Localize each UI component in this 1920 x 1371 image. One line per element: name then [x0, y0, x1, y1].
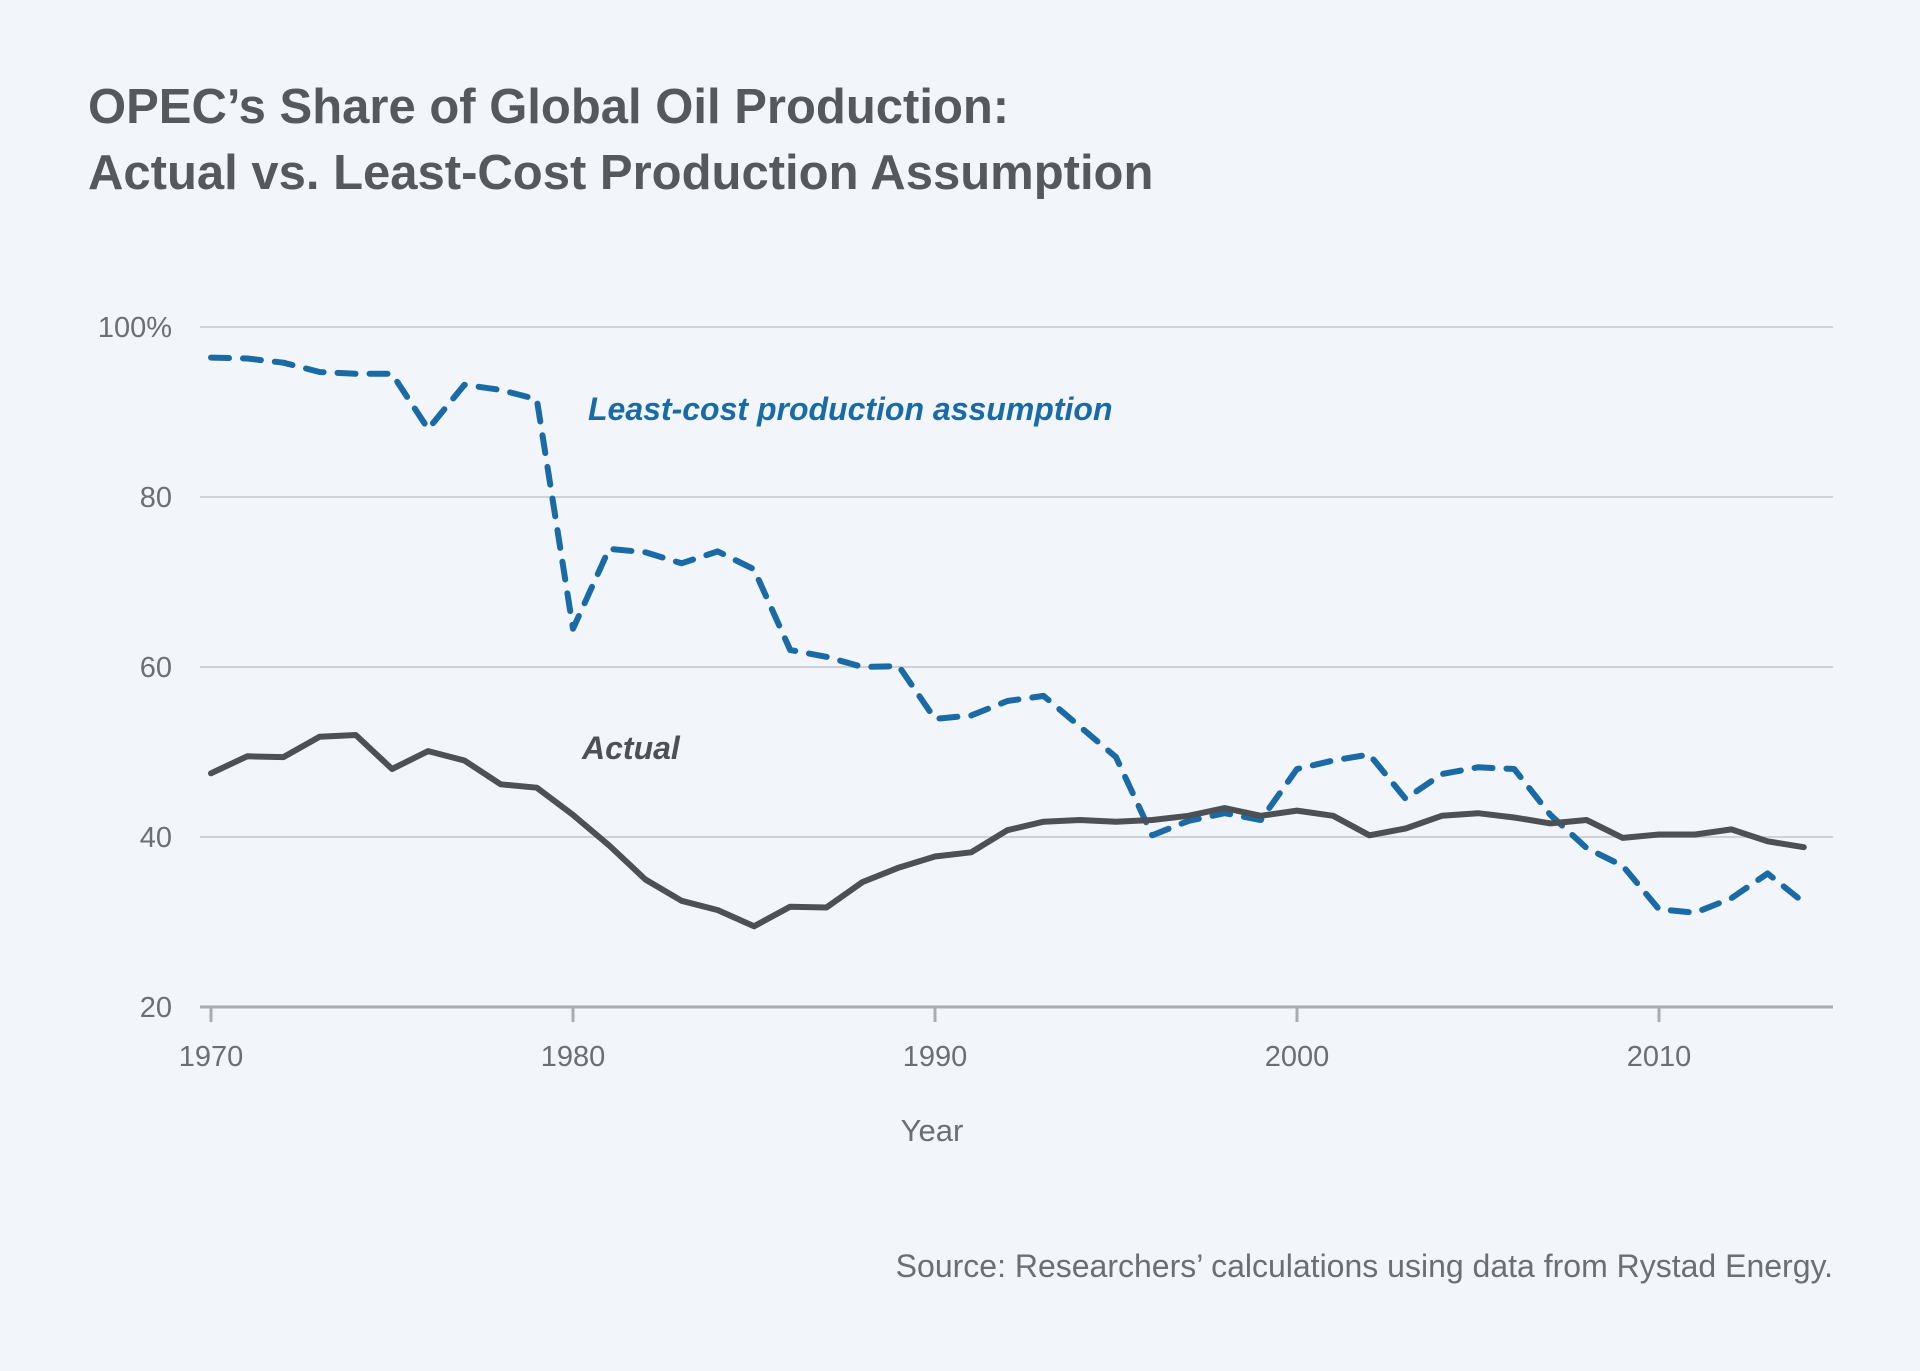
x-tick-label: 2000 — [1265, 1041, 1330, 1073]
series-line-least-cost — [208, 354, 1807, 916]
chart-title-line-1: OPEC’s Share of Global Oil Production: — [88, 80, 1010, 134]
chart-title-line-2: Actual vs. Least-Cost Production Assumpt… — [88, 146, 1154, 200]
x-tick-label: 2010 — [1627, 1041, 1692, 1073]
series-label-actual: Actual — [581, 730, 681, 766]
y-tick-label: 20 — [140, 992, 172, 1024]
y-tick-label: 40 — [140, 822, 172, 854]
y-tick-label: 60 — [140, 652, 172, 684]
series-line-actual — [208, 732, 1807, 930]
y-tick-label: 100% — [98, 312, 172, 344]
x-axis-label: Year — [901, 1113, 964, 1148]
y-tick-label: 80 — [140, 482, 172, 514]
source-note: Source: Researchers’ calculations using … — [895, 1248, 1833, 1284]
x-tick-label: 1970 — [179, 1041, 244, 1073]
series-label-least-cost: Least-cost production assumption — [588, 391, 1112, 427]
x-tick-label: 1990 — [903, 1041, 968, 1073]
chart-title: OPEC’s Share of Global Oil Production: A… — [88, 74, 1153, 206]
x-tick-label: 1980 — [541, 1041, 606, 1073]
